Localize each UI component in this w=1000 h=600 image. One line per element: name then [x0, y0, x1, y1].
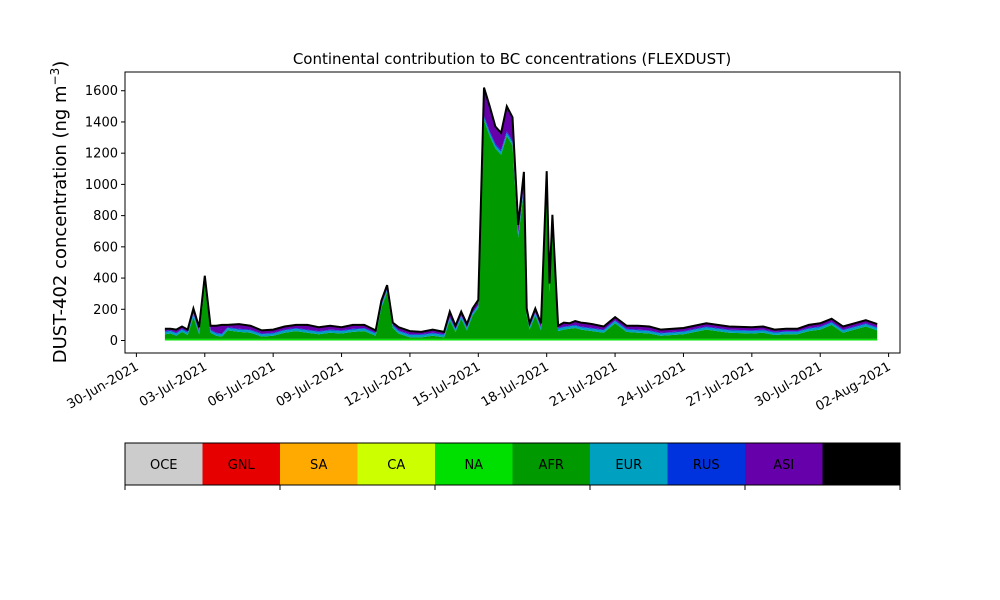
legend-swatch-na — [435, 443, 513, 485]
y-tick-label: 400 — [93, 272, 118, 287]
y-tick-label: 1600 — [85, 84, 118, 99]
y-axis: 0 200 400 600 800 1000 1200 1400 1600 — [85, 84, 125, 349]
y-tick-label: 200 — [93, 303, 118, 318]
x-tick-label: 27-Jul-2021 — [684, 359, 757, 410]
legend-label-gnl: GNL — [228, 458, 256, 473]
legend-colorbar: OCE GNL SA CA NA AFR EUR RUS ASI AUS — [124, 442, 901, 490]
x-axis: 30-Jun-202103-Jul-202106-Jul-202109-Jul-… — [65, 353, 894, 415]
chart-title: Continental contribution to BC concentra… — [293, 50, 731, 68]
x-tick-label: 18-Jul-2021 — [479, 359, 552, 410]
y-tick-label: 1000 — [85, 178, 118, 193]
legend-label-oce: OCE — [150, 458, 178, 473]
x-tick-label: 30-Jun-2021 — [65, 359, 142, 412]
x-tick-label: 03-Jul-2021 — [137, 359, 210, 410]
y-tick-label: 1200 — [85, 147, 118, 162]
legend-label-na: NA — [464, 458, 483, 473]
legend-frame — [124, 442, 901, 486]
plot-frame — [124, 71, 901, 354]
x-tick-label: 06-Jul-2021 — [205, 359, 278, 410]
y-axis-label-main: DUST-402 concentration (ng m — [50, 85, 71, 363]
legend-label-rus: RUS — [693, 458, 720, 473]
total-line — [164, 87, 878, 334]
x-tick-label: 21-Jul-2021 — [547, 359, 620, 410]
legend-swatch-rus — [667, 443, 746, 485]
y-axis-label: DUST-402 concentration (ng m−3) — [48, 61, 71, 364]
x-tick-label: 12-Jul-2021 — [342, 359, 415, 410]
y-axis-label-close: ) — [50, 61, 71, 68]
legend-label-sa: SA — [310, 458, 327, 473]
stacked-areas — [164, 87, 878, 341]
y-tick-label: 1400 — [85, 115, 118, 130]
y-tick-label: 0 — [110, 334, 118, 349]
area-series-na — [164, 338, 878, 341]
x-tick-label: 24-Jul-2021 — [616, 359, 689, 410]
x-tick-label: 02-Aug-2021 — [813, 359, 893, 414]
x-tick-label: 15-Jul-2021 — [410, 359, 483, 410]
legend-swatch-ca — [357, 443, 436, 485]
legend-label-eur: EUR — [615, 458, 642, 473]
legend-swatch-oce — [125, 443, 203, 485]
legend-label-ca: CA — [387, 458, 405, 473]
x-tick-label: 09-Jul-2021 — [274, 359, 347, 410]
y-tick-label: 800 — [93, 209, 118, 224]
area-series-afr — [164, 120, 878, 339]
plot-area — [124, 71, 901, 354]
legend-label-aus: AUS — [848, 458, 875, 473]
y-tick-label: 600 — [93, 240, 118, 255]
legend-swatch-afr — [512, 443, 591, 485]
legend-swatch-asi — [745, 443, 823, 485]
legend-swatch-gnl — [202, 443, 281, 485]
y-axis-label-superscript: −3 — [48, 68, 62, 86]
legend-label-afr: AFR — [539, 458, 564, 473]
legend-label-asi: ASI — [773, 458, 794, 473]
legend-swatch-aus — [822, 443, 901, 485]
legend-swatch-eur — [590, 443, 668, 485]
legend-swatch-sa — [280, 443, 358, 485]
